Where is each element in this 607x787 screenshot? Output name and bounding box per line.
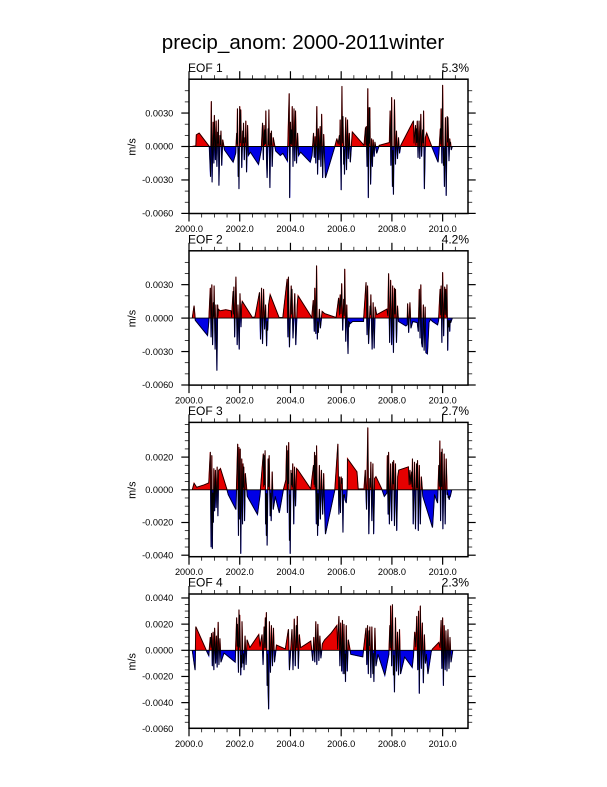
svg-text:m/s: m/s [126,652,138,670]
svg-text:2010.0: 2010.0 [429,567,457,577]
svg-text:2000.0: 2000.0 [175,739,203,749]
svg-text:2006.0: 2006.0 [327,739,355,749]
svg-text:2008.0: 2008.0 [378,396,406,406]
svg-text:2002.0: 2002.0 [226,739,254,749]
svg-text:0.0030: 0.0030 [145,280,173,290]
svg-text:0.0040: 0.0040 [145,593,173,603]
svg-text:2010.0: 2010.0 [429,224,457,234]
svg-text:2002.0: 2002.0 [226,224,254,234]
svg-text:2004.0: 2004.0 [276,224,304,234]
svg-text:2006.0: 2006.0 [327,396,355,406]
svg-text:-0.0060: -0.0060 [142,209,173,219]
svg-text:5.3%: 5.3% [442,61,470,75]
svg-text:0.0000: 0.0000 [145,313,173,323]
svg-text:2002.0: 2002.0 [226,396,254,406]
svg-text:2010.0: 2010.0 [429,739,457,749]
svg-text:2006.0: 2006.0 [327,224,355,234]
svg-text:-0.0030: -0.0030 [142,347,173,357]
svg-text:2006.0: 2006.0 [327,567,355,577]
svg-text:0.0000: 0.0000 [145,646,173,656]
svg-text:m/s: m/s [126,138,138,156]
svg-text:2008.0: 2008.0 [378,224,406,234]
svg-text:-0.0030: -0.0030 [142,175,173,185]
svg-text:0.0000: 0.0000 [145,142,173,152]
svg-text:m/s: m/s [126,481,138,499]
svg-text:0.0000: 0.0000 [145,485,173,495]
svg-text:0.0030: 0.0030 [145,108,173,118]
svg-text:-0.0020: -0.0020 [142,672,173,682]
svg-text:EOF 3: EOF 3 [188,404,223,418]
svg-text:0.0020: 0.0020 [145,452,173,462]
svg-text:-0.0040: -0.0040 [142,550,173,560]
svg-text:m/s: m/s [126,309,138,327]
svg-text:0.0020: 0.0020 [145,619,173,629]
svg-text:EOF 2: EOF 2 [188,233,223,247]
svg-text:2000.0: 2000.0 [175,396,203,406]
svg-text:-0.0040: -0.0040 [142,698,173,708]
svg-text:-0.0060: -0.0060 [142,380,173,390]
svg-text:EOF 1: EOF 1 [188,61,223,75]
svg-text:2.7%: 2.7% [442,404,470,418]
svg-text:2008.0: 2008.0 [378,567,406,577]
svg-text:2000.0: 2000.0 [175,567,203,577]
svg-text:EOF 4: EOF 4 [188,576,223,590]
svg-text:4.2%: 4.2% [442,233,470,247]
svg-text:2010.0: 2010.0 [429,396,457,406]
svg-text:2008.0: 2008.0 [378,739,406,749]
svg-text:-0.0020: -0.0020 [142,518,173,528]
svg-text:-0.0060: -0.0060 [142,724,173,734]
svg-text:2004.0: 2004.0 [276,396,304,406]
svg-text:precip_anom: 2000-2011winter: precip_anom: 2000-2011winter [162,31,445,54]
svg-text:2000.0: 2000.0 [175,224,203,234]
svg-text:2004.0: 2004.0 [276,567,304,577]
svg-text:2.3%: 2.3% [442,576,470,590]
svg-text:2004.0: 2004.0 [276,739,304,749]
svg-text:2002.0: 2002.0 [226,567,254,577]
